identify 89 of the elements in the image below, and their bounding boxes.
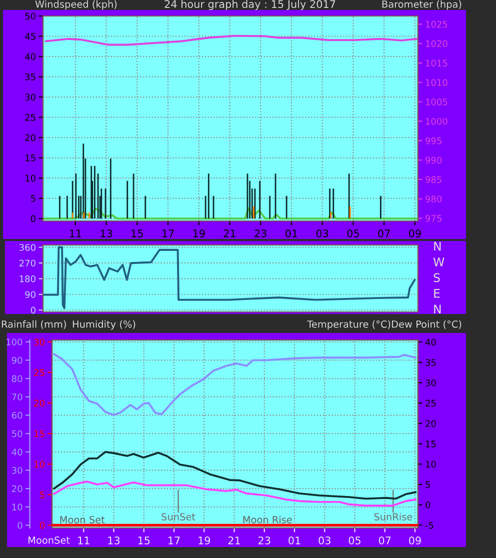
y3-axis-title: Rainfall (mm) (2, 320, 66, 329)
ref-line-label: SunRise (374, 512, 412, 520)
y-tick-label: 5 (31, 195, 36, 202)
y-tick-label: 40 (12, 448, 22, 456)
x-tick-label: 07 (378, 230, 390, 238)
x-tick-label: 15 (132, 230, 143, 238)
y-tick-label: 270 (19, 260, 36, 267)
y-tick-label: 0 (30, 306, 36, 314)
y2-tick-label: 1015 (426, 60, 448, 67)
text: S (434, 273, 440, 282)
ref-line-label: SunSet (162, 513, 196, 520)
y-tick-label: 90 (12, 356, 22, 364)
y2-tick-label: 1010 (426, 79, 448, 86)
x-tick-label: 23 (258, 536, 270, 544)
y-tick-label: 50 (12, 430, 22, 438)
x-tick-label: 05 (347, 230, 359, 238)
y2-tick-label: 30 (426, 379, 436, 386)
y-tick-label: 20 (25, 134, 36, 142)
y2-tick-label: 15 (426, 440, 436, 448)
y-tick-label: 15 (26, 154, 36, 162)
y2-tick-label: 995 (426, 137, 442, 144)
text: N (434, 242, 441, 251)
y2-tick-label: -5 (425, 522, 434, 529)
y2-axis-title: Barometer (hpa) (382, 0, 462, 10)
x-tick-label: 15 (138, 536, 150, 544)
x-tick-label: 13 (108, 536, 120, 544)
text: W (433, 258, 444, 266)
y-tick-label: 70 (12, 394, 22, 400)
y-tick-label: 80 (12, 375, 22, 382)
y2-tick-label: 20 (426, 420, 436, 427)
y2-tick-label: 25 (426, 400, 436, 407)
x-tick-label: 07 (378, 536, 391, 544)
x-tick-label: 11 (78, 536, 90, 544)
y2-tick-label: 1005 (426, 98, 448, 106)
y2-tick-label: 5 (426, 481, 430, 488)
y2-axis-title: Temperature (°C)Dew Point (°C) (307, 320, 462, 330)
text: N (434, 304, 441, 314)
chart-title: 24 hour graph day : 15 July 2017 (164, 0, 336, 10)
x-tick-label: 09 (409, 536, 421, 544)
y-tick-label: 30 (12, 466, 22, 474)
y-tick-label: 360 (20, 244, 36, 251)
y2-tick-label: 975 (426, 215, 442, 222)
x-tick-label: 21 (224, 230, 236, 238)
y-tick-label: 35 (25, 74, 36, 80)
y-tick-label: 30 (25, 94, 36, 101)
x-tick-label: 17 (168, 536, 180, 544)
y3-tick-label: 5 (40, 492, 44, 498)
y3-tick-label: 0 (40, 522, 44, 529)
text: E (434, 289, 440, 298)
text: MoonSet (28, 536, 70, 544)
y2-tick-label: 985 (426, 176, 442, 184)
x-tick-label: 01 (288, 536, 300, 544)
y2-tick-label: 1025 (426, 20, 448, 28)
y-tick-label: 45 (25, 33, 36, 40)
y-tick-label: 0 (18, 522, 22, 529)
y-tick-label: 60 (12, 412, 22, 419)
y2-tick-label: 35 (426, 359, 436, 366)
y-tick-label: 0 (30, 215, 36, 222)
x-tick-label: 19 (193, 230, 205, 238)
y-tick-label: 10 (12, 504, 22, 510)
y-tick-label: 10 (26, 174, 36, 182)
y-axis-title: Windspeed (kph) (35, 0, 117, 10)
y-tick-label: 50 (25, 12, 36, 20)
annotation: Moon Set (60, 516, 105, 524)
x-tick-label: 21 (228, 536, 240, 544)
y-tick-label: 180 (20, 275, 36, 282)
y2-tick-label: 40 (425, 338, 436, 346)
x-tick-label: 19 (198, 536, 210, 544)
y2-tick-label: 980 (426, 196, 442, 202)
x-tick-label: 01 (286, 230, 298, 238)
y2-tick-label: 990 (426, 156, 442, 164)
y-tick-label: 40 (25, 53, 36, 60)
x-tick-label: 03 (318, 536, 330, 544)
x-tick-label: 17 (162, 230, 174, 238)
y2-tick-label: 1000 (426, 118, 448, 125)
y2-tick-label: 10 (426, 460, 436, 468)
y-axis-title: Humidity (%) (72, 320, 136, 330)
x-tick-label: 03 (316, 230, 328, 238)
x-tick-label: 05 (348, 536, 360, 544)
y-tick-label: 25 (25, 114, 36, 121)
y2-tick-label: 1020 (426, 40, 448, 48)
y-tick-label: 90 (25, 291, 36, 298)
annotation: Moon Rise (243, 516, 292, 524)
x-tick-label: 23 (254, 230, 266, 238)
x-tick-label: 09 (408, 230, 421, 238)
x-tick-label: 13 (100, 230, 112, 238)
y2-tick-label: 0 (426, 502, 430, 508)
y-tick-label: 20 (12, 485, 22, 492)
x-tick-label: 11 (70, 230, 82, 238)
